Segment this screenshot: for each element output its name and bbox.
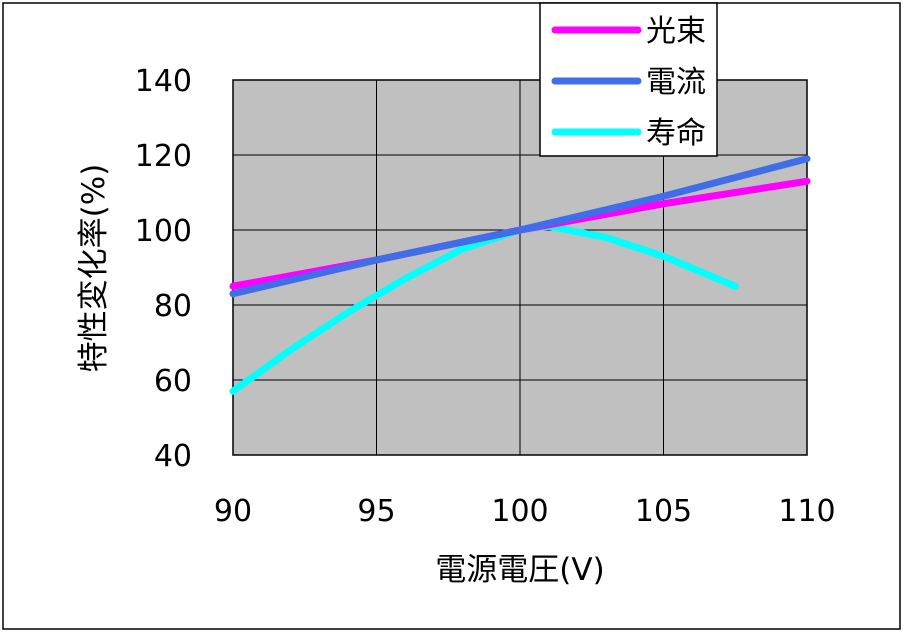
y-tick-label: 120	[135, 139, 192, 174]
x-tick-label: 110	[778, 494, 835, 529]
series-line-2	[229, 155, 811, 298]
y-tick-label: 140	[135, 64, 192, 99]
y-tick-label: 60	[154, 364, 192, 399]
legend-label: 光束	[646, 14, 706, 49]
x-tick-label: 105	[635, 494, 692, 529]
y-tick-label: 80	[154, 289, 192, 324]
y-axis-ticks: 40 60 80 100 120 140	[135, 64, 192, 474]
x-axis-label: 電源電圧(V)	[435, 552, 604, 588]
legend-label: 寿命	[646, 116, 706, 151]
legend-label: 電流	[646, 65, 706, 100]
x-axis-ticks: 90 95 100 105 110	[214, 494, 836, 529]
x-tick-label: 90	[214, 494, 252, 529]
grid	[233, 80, 807, 455]
y-tick-label: 40	[154, 439, 192, 474]
x-tick-label: 100	[491, 494, 548, 529]
series-layer	[229, 155, 811, 395]
y-tick-label: 100	[135, 214, 192, 249]
y-axis-label: 特性変化率(%)	[76, 164, 112, 373]
x-tick-label: 95	[357, 494, 395, 529]
